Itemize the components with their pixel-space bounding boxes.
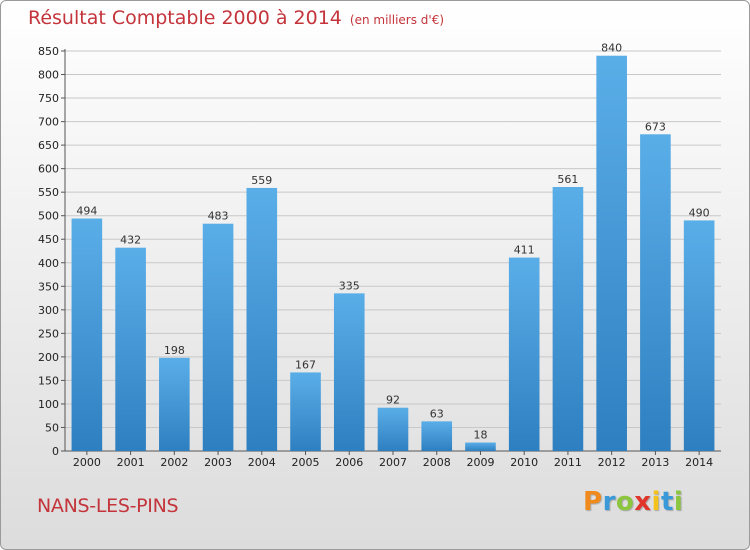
logo-letter: x	[634, 487, 652, 517]
y-tick-label: 350	[38, 280, 59, 293]
data-label: 673	[645, 120, 666, 133]
x-tick-label: 2002	[160, 456, 188, 469]
bars	[71, 55, 715, 452]
bar	[421, 421, 453, 451]
logo-letter: r	[602, 487, 616, 517]
y-tick-label: 700	[38, 116, 59, 129]
x-tick-label: 2009	[466, 456, 494, 469]
data-label: 840	[601, 42, 622, 55]
x-tick-label: 2014	[685, 456, 713, 469]
data-labels: 494 432 198 483 559 167 335 92 63 18 411 561 840 673 4…	[76, 42, 709, 442]
bar	[640, 134, 671, 451]
x-tick-label: 2000	[73, 456, 101, 469]
data-label: 483	[208, 210, 229, 223]
y-tick-label: 300	[38, 304, 59, 317]
x-tick-label: 2010	[510, 456, 538, 469]
x-tick-label: 2011	[554, 456, 582, 469]
data-label: 335	[339, 279, 360, 292]
x-tick-label: 2003	[204, 456, 232, 469]
bar	[71, 218, 103, 451]
y-tick-label: 150	[38, 374, 59, 387]
data-label: 92	[386, 394, 400, 407]
y-tick-label: 650	[38, 139, 59, 152]
data-label: 559	[251, 174, 272, 187]
bar	[333, 293, 365, 451]
y-tick-label: 400	[38, 257, 59, 270]
bar	[115, 247, 146, 451]
y-tick-label: 200	[38, 351, 59, 364]
x-tick-label: 2001	[117, 456, 145, 469]
y-tick-label: 850	[38, 45, 59, 58]
x-tick-label: 2006	[335, 456, 363, 469]
y-tick-label: 600	[38, 163, 59, 176]
y-tick-label: 250	[38, 327, 59, 340]
y-tick-label: 750	[38, 92, 59, 105]
bar	[683, 220, 715, 451]
data-label: 63	[430, 407, 444, 420]
x-tick-label: 2004	[248, 456, 276, 469]
data-label: 561	[557, 173, 578, 186]
y-tick-label: 500	[38, 210, 59, 223]
bar	[552, 187, 584, 451]
logo-letter: t	[660, 487, 674, 517]
proxiti-logo[interactable]: Proxiti	[583, 487, 683, 517]
y-tick-label: 550	[38, 186, 59, 199]
x-tick-label: 2013	[641, 456, 669, 469]
bar	[465, 442, 496, 451]
bar	[596, 55, 627, 452]
bar	[246, 187, 278, 452]
y-tick-label: 450	[38, 233, 59, 246]
bar	[202, 223, 234, 451]
data-label: 18	[473, 429, 487, 442]
data-label: 167	[295, 358, 316, 371]
y-tick-label: 800	[38, 69, 59, 82]
bar	[159, 357, 190, 451]
data-label: 198	[164, 344, 185, 357]
x-tick-label: 2008	[423, 456, 451, 469]
y-tick-label: 50	[45, 421, 59, 434]
logo-letter: i	[651, 487, 661, 517]
data-label: 490	[689, 206, 710, 219]
logo-letter: P	[583, 487, 603, 517]
city-name: NANS-LES-PINS	[37, 495, 179, 517]
y-tick-label: 100	[38, 398, 59, 411]
x-tick-label: 2012	[598, 456, 626, 469]
data-label: 494	[76, 205, 97, 218]
logo-letter: o	[615, 487, 635, 517]
logo-letter: i	[673, 487, 684, 517]
data-label: 432	[120, 234, 141, 247]
x-tick-label: 2005	[292, 456, 320, 469]
bar	[508, 257, 540, 451]
data-label: 411	[514, 244, 535, 257]
y-tick-label: 0	[52, 445, 59, 458]
x-tick-label: 2007	[379, 456, 407, 469]
bar	[290, 372, 321, 451]
chart-subtitle: (en milliers d'€)	[349, 13, 445, 27]
bar	[377, 407, 409, 451]
title-text: Résultat Comptable 2000 à 2014	[28, 7, 342, 29]
chart-title: Résultat Comptable 2000 à 2014 (en millie…	[28, 7, 444, 29]
